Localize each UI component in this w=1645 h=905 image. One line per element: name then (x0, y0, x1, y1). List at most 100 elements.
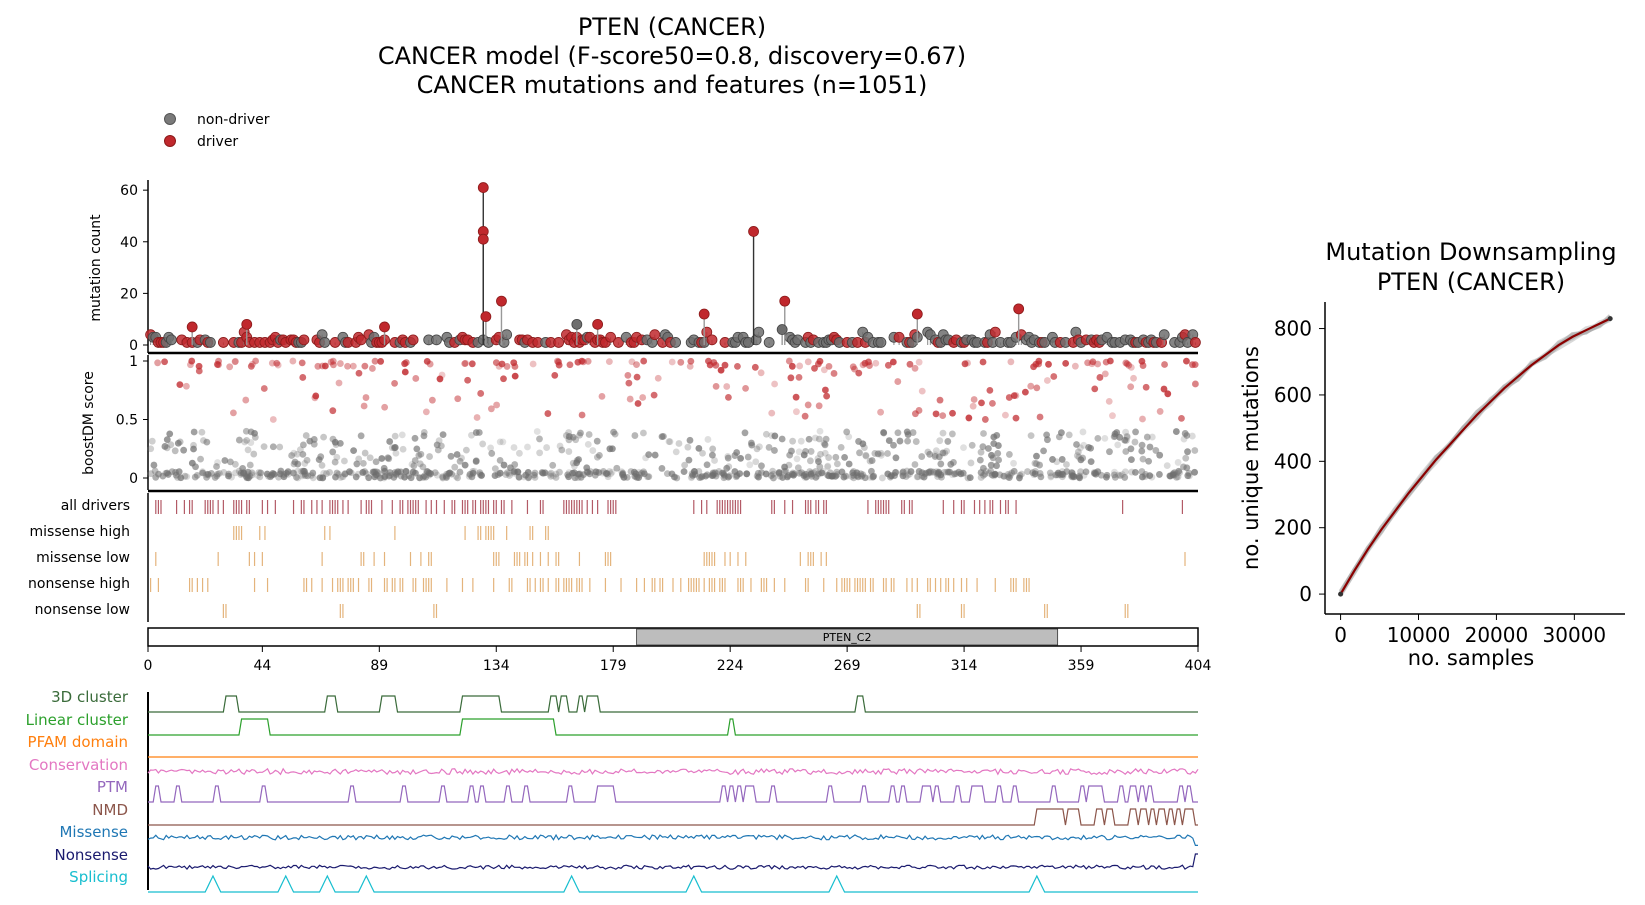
boostdm-point-non-driver (353, 460, 361, 468)
boostdm-point-non-driver (688, 473, 696, 481)
feature-labels: 3D cluster Linear cluster PFAM domain Conse… (26, 688, 129, 886)
main-title-line-2: CANCER model (F-score50=0.8, discovery=0… (378, 42, 966, 70)
boostdm-point-non-driver (815, 435, 823, 443)
boostdm-point-non-driver (461, 461, 469, 469)
boostdm-point-non-driver (987, 461, 995, 469)
boostdm-point-driver (498, 360, 506, 368)
lollipop-point-driver (379, 321, 390, 333)
boostdm-point-driver (274, 361, 282, 369)
boostdm-point-driver (654, 374, 662, 382)
boostdm-point-non-driver (1046, 469, 1054, 477)
boostdm-point-driver (1030, 363, 1037, 371)
boostdm-point-non-driver (316, 474, 324, 482)
boostdm-point-non-driver (684, 443, 692, 451)
boostdm-point-driver (462, 359, 469, 367)
boostdm-point-non-driver (855, 438, 862, 445)
boostdm-point-non-driver (821, 440, 829, 448)
boostdm-point-driver (906, 360, 914, 368)
boostdm-point-non-driver (420, 429, 428, 436)
boostdm-point-driver (787, 374, 795, 382)
boostdm-point-non-driver (565, 433, 573, 440)
boostdm-point-non-driver (840, 473, 848, 481)
boostdm-point-non-driver (359, 459, 367, 467)
boostdm-point-non-driver (350, 447, 358, 455)
boostdm-point-driver (362, 394, 370, 401)
boostdm-point-non-driver (231, 460, 239, 468)
boostdm-point-non-driver (937, 460, 945, 468)
boostdm-point-non-driver (990, 472, 998, 480)
boostdm-point-non-driver (943, 468, 951, 476)
boostdm-point-non-driver (420, 432, 428, 440)
boostdm-point-non-driver (798, 469, 805, 477)
boostdm-point-non-driver (794, 464, 802, 472)
boostdm-point-non-driver (462, 446, 470, 454)
boostdm-point-non-driver (301, 460, 309, 467)
boostdm-point-non-driver (1131, 468, 1139, 476)
boostdm-point-driver (335, 379, 343, 387)
lollipop-point-driver (698, 308, 710, 320)
boostdm-point-driver (1094, 360, 1102, 368)
boostdm-point-non-driver (788, 447, 795, 455)
boostdm-point-non-driver (724, 454, 732, 462)
boostdm-point-driver (360, 402, 368, 410)
boostdm-point-non-driver (1138, 473, 1146, 481)
boostdm-point-non-driver (1094, 468, 1102, 476)
boostdm-point-non-driver (704, 436, 712, 443)
boostdm-point-non-driver (496, 438, 504, 446)
boostdm-point-driver (551, 371, 559, 379)
boostdm-point-driver (355, 369, 363, 377)
boostdm-point-non-driver (1191, 468, 1198, 476)
boostdm-point-driver (461, 360, 469, 368)
boostdm-point-non-driver (1004, 473, 1012, 481)
boostdm-point-non-driver (549, 461, 557, 469)
boostdm-point-non-driver (472, 458, 480, 465)
boostdm-point-driver (426, 360, 434, 368)
boostdm-point-non-driver (288, 452, 296, 459)
boostdm-point-non-driver (765, 444, 773, 451)
boostdm-point-non-driver (912, 438, 920, 445)
domain-bar: PTEN_C2 0 44 89 134 179 224 269 314 359 404 (144, 627, 1211, 674)
boostdm-point-driver (725, 393, 732, 401)
feature-line (147, 853, 1198, 871)
boostdm-point-driver (289, 357, 297, 365)
boostdm-point-non-driver (177, 474, 185, 482)
boostdm-point-non-driver (583, 464, 591, 472)
boostdm-point-non-driver (1060, 471, 1067, 479)
boostdm-point-non-driver (171, 447, 179, 455)
boostdm-point-non-driver (861, 444, 868, 451)
boostdm-point-non-driver (703, 471, 711, 479)
boostdm-point-driver (918, 387, 926, 395)
boostdm-point-non-driver (487, 444, 495, 452)
boostdm-point-non-driver (445, 470, 453, 477)
boostdm-point-non-driver (811, 434, 819, 442)
boostdm-point-non-driver (1033, 452, 1040, 460)
boostdm-point-non-driver (453, 451, 461, 458)
boostdm-point-non-driver (724, 473, 732, 481)
boostdm-point-non-driver (471, 467, 478, 475)
boostdm-point-non-driver (183, 473, 191, 480)
boostdm-point-non-driver (1074, 448, 1082, 456)
boostdm-point-driver (751, 363, 759, 371)
boostdm-point-non-driver (392, 449, 400, 457)
boostdm-point-non-driver (372, 468, 380, 475)
downsampling-xtick-label: 10000 (1387, 623, 1451, 647)
boostdm-point-non-driver (635, 474, 643, 481)
boostdm-point-non-driver (1043, 431, 1051, 439)
boostdm-point-non-driver (770, 474, 777, 482)
boostdm-point-non-driver (1188, 432, 1196, 440)
boostdm-point-non-driver (164, 471, 172, 478)
boostdm-point-non-driver (1114, 441, 1122, 449)
boostdm-point-driver (961, 360, 969, 368)
boostdm-point-non-driver (869, 473, 877, 481)
boostdm-point-driver (503, 363, 511, 370)
boostdm-point-non-driver (778, 435, 786, 443)
boostdm-point-non-driver (613, 464, 621, 472)
feature-label: Splicing (69, 868, 128, 886)
boostdm-point-driver (939, 412, 947, 420)
boostdm-point-non-driver (331, 458, 339, 466)
boostdm-point-driver (1101, 370, 1109, 378)
boostdm-point-driver (381, 403, 389, 411)
boostdm-point-driver (361, 362, 369, 370)
boostdm-point-non-driver (1182, 454, 1190, 462)
